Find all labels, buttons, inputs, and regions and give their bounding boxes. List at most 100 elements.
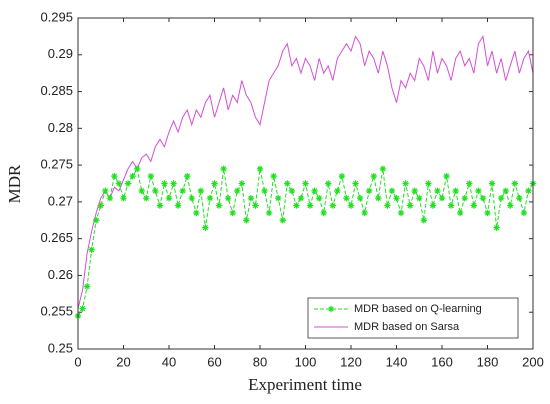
y-tick-label: 0.27 — [48, 193, 73, 208]
marker — [306, 202, 314, 209]
marker — [507, 202, 514, 209]
marker — [361, 209, 368, 217]
marker — [238, 180, 245, 187]
marker — [393, 195, 400, 202]
y-tick-label: 0.295 — [40, 9, 73, 24]
marker — [83, 283, 91, 290]
marker — [184, 172, 191, 180]
marker — [488, 180, 496, 187]
marker — [334, 187, 341, 195]
marker — [265, 209, 273, 217]
marker — [325, 180, 332, 187]
marker — [447, 202, 455, 209]
marker — [193, 209, 200, 217]
marker — [379, 165, 387, 172]
x-tick-label: 40 — [162, 354, 176, 369]
marker — [520, 209, 528, 217]
marker — [234, 187, 241, 195]
marker — [256, 165, 264, 172]
marker — [366, 187, 373, 195]
marker — [229, 209, 236, 217]
x-tick-label: 20 — [116, 354, 130, 369]
marker — [352, 180, 359, 187]
marker — [179, 187, 186, 195]
marker — [429, 202, 437, 209]
marker — [261, 187, 268, 195]
marker — [202, 224, 209, 231]
marker — [406, 202, 414, 209]
marker — [206, 195, 214, 202]
y-tick-label: 0.265 — [40, 230, 73, 245]
x-tick-label: 140 — [386, 354, 408, 369]
marker — [479, 195, 487, 202]
marker — [170, 180, 177, 187]
marker — [320, 209, 327, 217]
marker — [120, 195, 127, 202]
marker — [457, 209, 464, 217]
marker — [347, 202, 355, 209]
y-tick-label: 0.255 — [40, 304, 73, 319]
marker — [224, 195, 232, 202]
marker — [384, 202, 391, 209]
marker — [252, 202, 259, 209]
marker — [315, 195, 323, 202]
x-tick-label: 120 — [340, 354, 362, 369]
marker — [129, 172, 136, 180]
marker — [124, 180, 132, 187]
marker — [243, 217, 250, 224]
marker — [525, 187, 532, 195]
marker — [270, 172, 277, 180]
x-tick-label: 180 — [477, 354, 499, 369]
marker — [397, 209, 405, 217]
marker — [493, 224, 500, 231]
y-tick-label: 0.26 — [48, 267, 73, 282]
marker — [475, 187, 482, 195]
y-tick-label: 0.285 — [40, 83, 73, 98]
marker — [220, 165, 227, 172]
marker — [416, 195, 423, 202]
x-axis-label: Experiment time — [248, 375, 362, 394]
marker — [338, 172, 346, 180]
marker — [411, 187, 418, 195]
marker — [402, 180, 409, 187]
marker — [284, 180, 291, 187]
y-tick-label: 0.29 — [48, 46, 73, 61]
marker — [102, 187, 109, 195]
marker — [329, 202, 336, 209]
marker — [165, 195, 173, 202]
marker — [152, 187, 159, 195]
marker — [156, 202, 164, 209]
marker — [147, 172, 154, 180]
marker — [197, 187, 205, 195]
marker — [443, 172, 450, 180]
marker — [247, 195, 255, 202]
marker — [452, 187, 459, 195]
marker — [425, 180, 432, 187]
marker — [93, 217, 100, 224]
marker — [143, 195, 150, 202]
marker — [388, 187, 396, 195]
marker — [133, 165, 141, 172]
marker — [211, 180, 218, 187]
x-tick-label: 60 — [207, 354, 221, 369]
marker — [115, 180, 123, 187]
marker — [138, 187, 145, 195]
marker — [434, 187, 441, 195]
x-tick-label: 100 — [295, 354, 317, 369]
legend-label: MDR based on Sarsa — [354, 321, 460, 333]
marker — [297, 195, 305, 202]
marker — [288, 187, 296, 195]
marker — [88, 246, 95, 253]
marker — [174, 202, 182, 209]
marker — [484, 209, 491, 217]
y-axis-label: MDR — [5, 164, 24, 203]
series-line — [77, 167, 534, 317]
marker — [470, 202, 478, 209]
marker — [502, 187, 509, 195]
x-tick-label: 0 — [74, 354, 81, 369]
marker — [438, 195, 446, 202]
y-tick-label: 0.25 — [48, 340, 73, 355]
x-tick-label: 200 — [522, 354, 544, 369]
marker — [293, 202, 300, 209]
marker — [343, 195, 350, 202]
